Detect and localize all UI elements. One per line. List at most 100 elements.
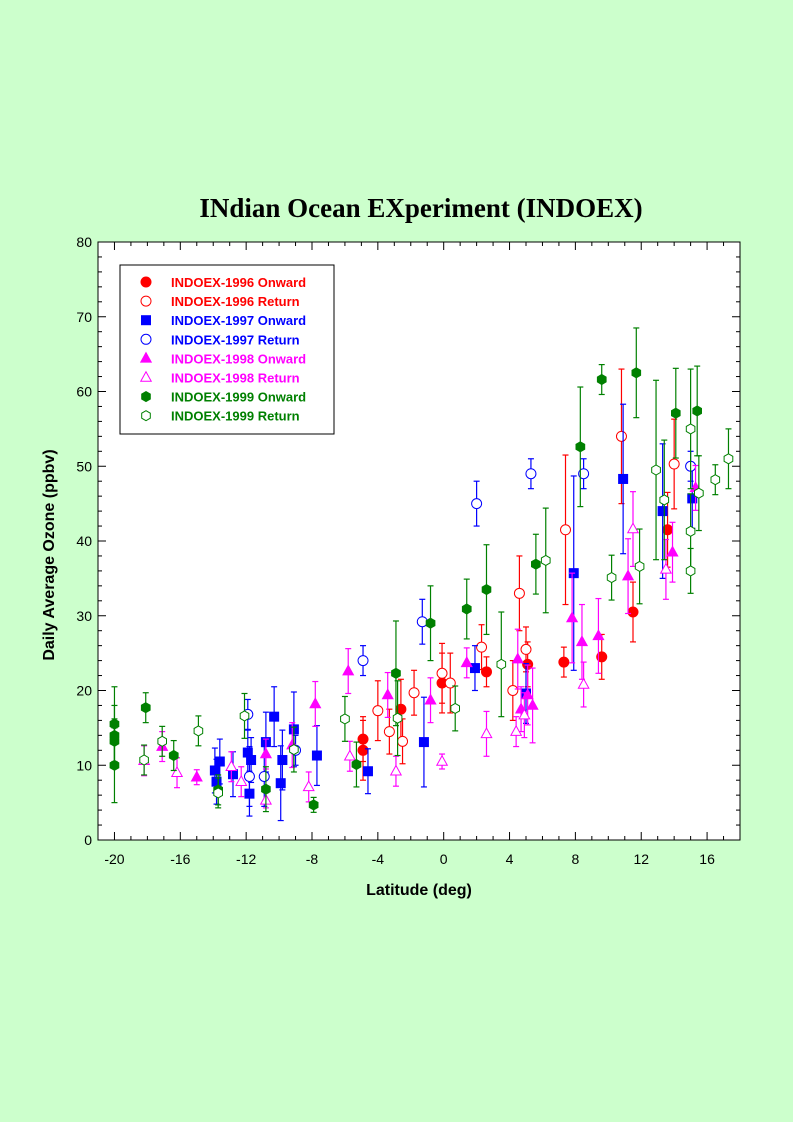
data-point	[511, 652, 524, 664]
legend-label: INDOEX-1996 Onward	[171, 275, 306, 290]
data-point	[507, 685, 519, 696]
data-point	[685, 525, 696, 537]
data-point	[626, 522, 640, 534]
data-point	[521, 688, 534, 700]
data-point	[531, 558, 541, 570]
data-point	[225, 759, 238, 771]
data-point	[259, 747, 273, 759]
data-point	[496, 658, 507, 670]
data-point	[565, 611, 579, 623]
data-point	[592, 629, 605, 641]
data-point	[685, 565, 696, 577]
legend-box	[119, 264, 335, 435]
legend-marker	[140, 276, 152, 288]
data-point	[139, 754, 149, 766]
legend-label: INDOEX-1999 Return	[171, 409, 300, 424]
y-tick-label: 10	[76, 757, 92, 773]
x-tick-label: 0	[440, 851, 448, 867]
data-point	[340, 713, 350, 725]
data-point	[425, 617, 436, 629]
data-point	[513, 587, 525, 599]
data-point	[372, 705, 384, 717]
data-points-layer	[109, 327, 734, 822]
data-point	[469, 663, 480, 674]
data-point	[246, 755, 257, 766]
data-point	[381, 688, 394, 700]
data-point	[193, 725, 204, 737]
legend-marker	[140, 333, 152, 345]
x-tick-label: 12	[633, 851, 649, 867]
data-point	[109, 759, 120, 771]
data-point	[436, 667, 448, 679]
data-point	[418, 737, 429, 748]
data-point	[558, 656, 570, 668]
data-point	[408, 687, 420, 699]
series-indoex-1998-onward	[156, 464, 702, 786]
y-axis-label: Daily Average Ozone (ppbv)	[41, 449, 58, 660]
legend-marker	[141, 315, 151, 326]
data-point	[239, 710, 250, 722]
data-point	[518, 708, 531, 720]
data-point	[261, 783, 271, 795]
data-point	[461, 603, 472, 615]
data-point	[666, 545, 679, 557]
data-point	[520, 643, 532, 655]
y-tick-label: 80	[76, 234, 92, 250]
data-point	[618, 473, 629, 484]
data-point	[476, 641, 488, 653]
data-point	[275, 778, 286, 789]
y-tick-label: 30	[76, 608, 92, 624]
data-point	[258, 770, 270, 782]
data-point	[659, 562, 673, 574]
legend-marker	[140, 295, 152, 307]
y-tick-label: 60	[76, 384, 92, 400]
data-point	[615, 430, 627, 442]
data-point	[659, 494, 670, 506]
data-point	[435, 754, 449, 766]
data-point	[560, 524, 572, 536]
y-tick-label: 20	[76, 683, 92, 699]
x-tick-label: -16	[170, 851, 190, 867]
data-point	[269, 711, 280, 722]
data-point	[302, 780, 315, 792]
data-point	[596, 373, 607, 386]
data-point	[685, 423, 696, 435]
data-point	[596, 651, 608, 663]
data-point	[627, 606, 639, 618]
data-point	[157, 735, 167, 747]
x-tick-label: -8	[306, 851, 319, 867]
data-point	[710, 474, 721, 486]
data-point	[631, 367, 642, 379]
legend-label: INDOEX-1996 Return	[171, 294, 300, 309]
data-point	[450, 702, 460, 714]
data-point	[140, 702, 151, 714]
data-point	[311, 750, 322, 761]
y-tick-label: 50	[76, 458, 92, 474]
data-point	[343, 749, 356, 761]
data-point	[357, 744, 369, 756]
data-point	[168, 749, 179, 762]
x-axis-label: Latitude (deg)	[366, 882, 472, 899]
data-point	[209, 765, 220, 776]
data-point	[389, 764, 403, 776]
data-point	[190, 770, 203, 782]
legend-marker	[141, 410, 151, 422]
legend-label: INDOEX-1997 Onward	[171, 313, 306, 328]
legend-label: INDOEX-1997 Return	[171, 332, 300, 347]
data-point	[213, 787, 223, 799]
legend-label: INDOEX-1998 Onward	[171, 351, 306, 366]
data-point	[634, 560, 645, 572]
x-tick-label: 16	[699, 851, 715, 867]
legend-label: INDOEX-1998 Return	[171, 371, 300, 386]
data-point	[480, 666, 492, 678]
data-point	[481, 584, 492, 596]
data-point	[460, 656, 473, 668]
data-point	[606, 572, 617, 584]
data-point	[277, 755, 288, 766]
data-point	[471, 498, 483, 510]
data-point	[424, 693, 437, 705]
series-indoex-1999-return	[139, 368, 734, 809]
data-point	[362, 766, 373, 777]
data-point	[723, 453, 734, 465]
